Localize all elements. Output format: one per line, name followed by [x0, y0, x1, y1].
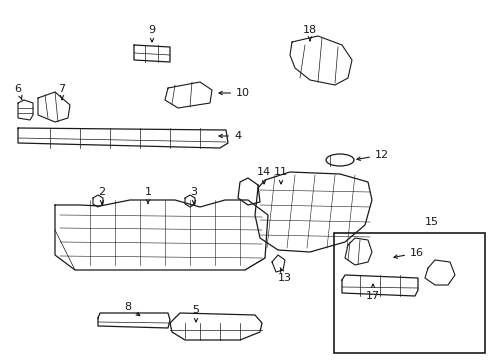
Text: 10: 10 [219, 88, 249, 98]
Text: 12: 12 [356, 150, 388, 161]
Text: 11: 11 [273, 167, 287, 184]
Text: 3: 3 [190, 187, 197, 204]
Bar [333, 233, 484, 353]
Text: 13: 13 [278, 268, 291, 283]
Text: 7: 7 [59, 84, 65, 100]
Text: 2: 2 [98, 187, 105, 204]
Text: 6: 6 [15, 84, 22, 99]
Text: 15: 15 [424, 217, 438, 227]
Text: 18: 18 [303, 25, 316, 41]
Text: 8: 8 [124, 302, 140, 316]
Text: 9: 9 [148, 25, 155, 42]
Text: 16: 16 [393, 248, 423, 258]
Text: 1: 1 [144, 187, 151, 203]
Text: 4: 4 [219, 131, 241, 141]
Text: 5: 5 [192, 305, 199, 322]
Text: 17: 17 [365, 284, 379, 301]
Text: 14: 14 [256, 167, 270, 184]
